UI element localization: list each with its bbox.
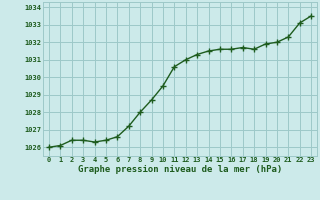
X-axis label: Graphe pression niveau de la mer (hPa): Graphe pression niveau de la mer (hPa) xyxy=(78,165,282,174)
